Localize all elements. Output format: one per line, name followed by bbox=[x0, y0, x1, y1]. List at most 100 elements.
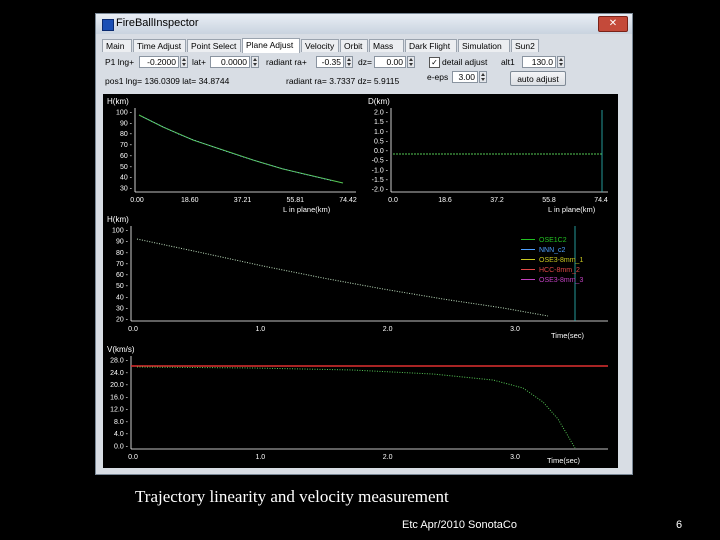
plot3-xtick-label: 3.0 bbox=[510, 326, 520, 333]
plot1-xlabel: L in plane(km) bbox=[283, 205, 331, 214]
lat-spinner[interactable] bbox=[251, 56, 259, 68]
alt1-label: alt1 bbox=[501, 57, 515, 67]
status-position-text: pos1 lng= 136.0309 lat= 34.8744 bbox=[105, 76, 230, 86]
plot1-ytick-label: 70 - bbox=[120, 142, 133, 149]
plot2-ytick-label: 1.0 - bbox=[374, 129, 389, 136]
radiant-ra-spinner[interactable] bbox=[345, 56, 353, 68]
plot3-legend: OSE1C2 NNN_c2 OSE3-8mm_1 HCC-8mm_2 OSE3-8mm_… bbox=[521, 237, 583, 284]
plot-area: H(km) 100 -90 -80 -70 -60 -50 -40 -30 - … bbox=[103, 94, 618, 468]
detail-adjust-checkbox[interactable]: ✓ bbox=[429, 57, 440, 68]
plot2-ytick-label: -2.0 - bbox=[372, 187, 389, 194]
title-bar[interactable]: FireBallInspector ✕ bbox=[96, 14, 632, 34]
plot4-velocity-vs-time: V(km/s) 28.0 - 24.0 - 20.0 - 16.0 - 12.0 - 8.… bbox=[107, 345, 608, 465]
tab-orbit[interactable]: Orbit bbox=[340, 39, 368, 52]
plot4-ytick-label: 12.0 - bbox=[110, 407, 129, 414]
plot1-xtick-label: 37.21 bbox=[234, 197, 252, 204]
plot3-xtick-label: 2.0 bbox=[383, 326, 393, 333]
plot1-ytick-label: 90 - bbox=[120, 120, 133, 127]
plot2-ytick-label: -1.0 - bbox=[372, 167, 389, 174]
alt1-spinner[interactable] bbox=[557, 56, 565, 68]
plot2-deviation-vs-length: D(km) 2.0 - 1.5 - 1.0 - 0.5 - 0.0 - -0.5 - -1.… bbox=[368, 97, 608, 214]
legend-entry-label: OSE3-8mm_1 bbox=[539, 257, 583, 264]
plot2-ytick-label: 1.5 - bbox=[374, 119, 389, 126]
plot4-xtick-label: 2.0 bbox=[383, 454, 393, 461]
plot4-ytick-label: 8.0 - bbox=[114, 419, 129, 426]
legend-entry-label: OSE3-8mm_3 bbox=[539, 277, 583, 284]
eps-field[interactable]: 3.00 bbox=[452, 71, 478, 83]
auto-adjust-button[interactable]: auto adjust bbox=[510, 71, 566, 86]
tab-simulation[interactable]: Simulation bbox=[458, 39, 510, 52]
plot4-ytick-label: 20.0 - bbox=[110, 382, 129, 389]
plot3-ytick-label: 40 - bbox=[116, 294, 129, 301]
plot1-xtick-label: 55.81 bbox=[286, 197, 304, 204]
plot1-ytick-label: 40 - bbox=[120, 175, 133, 182]
plot2-xtick-label: 18.6 bbox=[438, 197, 452, 204]
radiant-ra-label: radiant ra+ bbox=[266, 57, 307, 67]
page-number: 6 bbox=[676, 519, 683, 531]
plot4-ytick-label: 28.0 - bbox=[110, 358, 129, 365]
tab-sun2[interactable]: Sun2 bbox=[511, 39, 539, 52]
plot4-ytick-label: 0.0 - bbox=[114, 444, 129, 451]
plot2-xtick-label: 74.4 bbox=[594, 197, 608, 204]
plot4-ytick-label: 16.0 - bbox=[110, 394, 129, 401]
plot3-height-track bbox=[136, 238, 549, 317]
plot2-xlabel: L in plane(km) bbox=[548, 205, 596, 214]
status-radiant-text: radiant ra= 3.7337 dz= 5.9115 bbox=[286, 76, 400, 86]
plot2-ytick-label: -0.5 - bbox=[372, 158, 389, 165]
p1-lng-field[interactable]: -0.2000 bbox=[139, 56, 179, 68]
plot2-ytick-label: 0.0 - bbox=[374, 148, 389, 155]
plot2-ytick-label: -1.5 - bbox=[372, 177, 389, 184]
plot3-ytick-label: 80 - bbox=[116, 250, 129, 257]
legend-entry-label: OSE1C2 bbox=[539, 237, 567, 244]
plot1-xtick-label: 0.00 bbox=[130, 197, 144, 204]
tab-velocity[interactable]: Velocity bbox=[301, 39, 339, 52]
lat-label: lat+ bbox=[192, 57, 206, 67]
tab-point-select[interactable]: Point Select bbox=[187, 39, 241, 52]
eps-spinner[interactable] bbox=[479, 71, 487, 83]
plot4-ytick-label: 24.0 - bbox=[110, 370, 129, 377]
slide-caption: Trajectory linearity and velocity measur… bbox=[135, 487, 449, 506]
tab-mass[interactable]: Mass bbox=[369, 39, 404, 52]
radiant-ra-field[interactable]: -0.35 bbox=[316, 56, 344, 68]
legend-entry-label: HCC-8mm_2 bbox=[539, 267, 580, 274]
plot2-xtick-label: 55.8 bbox=[542, 197, 556, 204]
tab-time-adjust[interactable]: Time Adjust bbox=[133, 39, 186, 52]
dz-field[interactable]: 0.00 bbox=[374, 56, 406, 68]
plot1-xtick-label: 18.60 bbox=[181, 197, 199, 204]
plot1-ytick-label: 60 - bbox=[120, 153, 133, 160]
p1-lng-spinner[interactable] bbox=[180, 56, 188, 68]
plot4-xtick-label: 1.0 bbox=[255, 454, 265, 461]
plot4-xtick-label: 0.0 bbox=[128, 454, 138, 461]
plot3-xtick-label: 0.0 bbox=[128, 326, 138, 333]
plot2-ytick-label: 2.0 - bbox=[374, 110, 389, 117]
app-icon bbox=[102, 19, 114, 31]
plot3-ylabel: H(km) bbox=[107, 215, 129, 224]
slide-footer: Etc Apr/2010 SonotaCo bbox=[402, 519, 517, 531]
plot4-ytick-label: 4.0 - bbox=[114, 431, 129, 438]
dz-label: dz= bbox=[358, 57, 372, 67]
plot1-height-vs-length: H(km) 100 -90 -80 -70 -60 -50 -40 -30 - … bbox=[107, 97, 357, 214]
plot3-xtick-label: 1.0 bbox=[255, 326, 265, 333]
plot2-ylabel: D(km) bbox=[368, 97, 390, 106]
plot3-height-vs-time: H(km) 100 - 90 - 80 - 70 - 60 - 50 - 40 - 30 - 2… bbox=[107, 215, 608, 340]
lat-field[interactable]: 0.0000 bbox=[210, 56, 250, 68]
tab-plane-adjust[interactable]: Plane Adjust bbox=[242, 38, 300, 53]
plot4-ylabel: V(km/s) bbox=[107, 345, 135, 354]
tab-main[interactable]: Main bbox=[102, 39, 132, 52]
legend-entry-label: NNN_c2 bbox=[539, 247, 566, 254]
plot2-ytick-label: 0.5 - bbox=[374, 138, 389, 145]
plot3-ytick-label: 60 - bbox=[116, 272, 129, 279]
plot1-ylabel: H(km) bbox=[107, 97, 129, 106]
plot3-ytick-label: 30 - bbox=[116, 305, 129, 312]
plot1-ytick-label: 80 - bbox=[120, 131, 133, 138]
plot1-ytick-label: 30 - bbox=[120, 186, 133, 193]
eps-label: e-eps bbox=[427, 72, 449, 82]
tab-dark-flight[interactable]: Dark Flight bbox=[405, 39, 457, 52]
plot3-ytick-label: 90 - bbox=[116, 239, 129, 246]
alt1-field[interactable]: 130.0 bbox=[522, 56, 556, 68]
dz-spinner[interactable] bbox=[407, 56, 415, 68]
plot3-ytick-label: 100 - bbox=[112, 228, 129, 235]
plot1-xtick-label: 74.42 bbox=[339, 197, 357, 204]
close-button[interactable]: ✕ bbox=[598, 16, 628, 32]
plot3-ytick-label: 20 - bbox=[116, 317, 129, 324]
